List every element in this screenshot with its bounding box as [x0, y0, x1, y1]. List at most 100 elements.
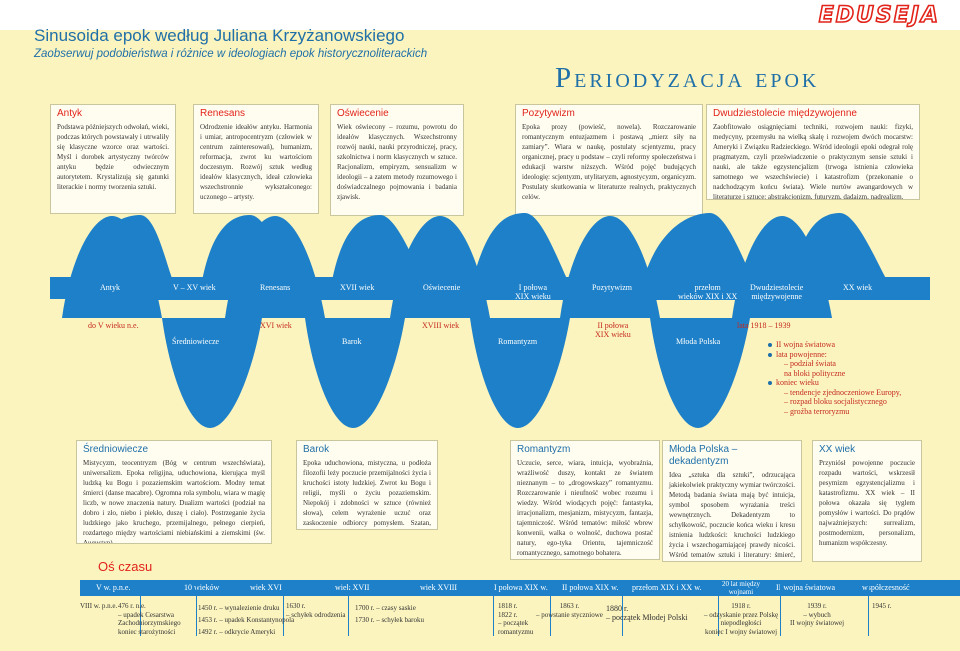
box-barok: Barok Epoka uduchowiona, mistyczna, u po…: [296, 440, 438, 530]
event-line: 1700 r. – czasy saskie: [355, 604, 416, 612]
postwar-item: – podział świata: [784, 359, 836, 368]
big-title: Periodyzacja epok: [555, 62, 820, 94]
box-mloda-polska-text: Idea „sztuka dla sztuki”, odrzucająca ja…: [669, 471, 795, 559]
timeline-label: I połowa XIX w.: [494, 583, 548, 592]
event-line: romantyzmu: [498, 627, 534, 636]
postwar-item-text: groźba terroryzmu: [790, 406, 850, 416]
event-line: 1453 r. – upadek Konstantynopola: [198, 616, 295, 624]
postwar-item: II wojna światowa: [768, 340, 901, 350]
timeline-title: Oś czasu: [98, 559, 153, 574]
crest-pozytywizm: Pozytywizm: [592, 283, 632, 292]
box-romantyzm-text: Uczucie, serce, wiara, intuicja, wyobraź…: [517, 459, 653, 557]
timeline-label: współczesność: [862, 583, 910, 592]
postwar-item: lata powojenne:: [768, 350, 901, 360]
lobe-renesans: [225, 216, 325, 318]
box-oswiecenie: Oświecenie Wiek oświecony – rozumu, powr…: [330, 104, 464, 216]
event: 1450 r. – wynalezienie druku 1453 r. – u…: [198, 602, 294, 638]
event-line: – powstanie styczniowe: [536, 610, 603, 619]
box-renesans-text: Odrodzenie ideałów antyku. Harmonia i um…: [200, 123, 312, 201]
box-dwudziestolecie-text: Zaobfitowało osiągnięciami techniki, roz…: [713, 123, 913, 200]
box-oswiecenie-text: Wiek oświecony – rozumu, powrotu do idea…: [337, 123, 457, 201]
date-ii-polowa: II połowa XIX wieku: [595, 321, 631, 339]
date-ii-polowa-line2: XIX wieku: [595, 330, 631, 339]
event: 1700 r. – czasy saskie 1730 r. – schyłek…: [355, 602, 424, 626]
box-dwudziestolecie: Dwudziestolecie międzywojenne Zaobfitowa…: [706, 104, 920, 200]
postwar-list: II wojna światowa lata powojenne: – podz…: [768, 340, 901, 416]
event-line: 1822 r.: [498, 610, 518, 619]
timeline-label: 20 lat między wojnami: [717, 580, 765, 596]
event: 1880 r. – początek Młodej Polski: [606, 604, 688, 622]
date-i-polowa-line1: I połowa: [518, 283, 547, 292]
event-line: – wybuch: [803, 610, 831, 619]
event-line: Zachodniorzymskiego: [118, 619, 181, 627]
event: 1945 r.: [872, 602, 892, 610]
event: 476 r. n.e. – upadek Cesarstwa Zachodnio…: [118, 602, 181, 636]
postwar-item-text: tendencje zjednoczeniowe Europy,: [790, 387, 902, 397]
postwar-item: – groźba terroryzmu: [784, 406, 850, 416]
event: 1818 r. 1822 r. – początek romantyzmu: [498, 602, 533, 636]
timeline-tick: [550, 584, 551, 636]
box-dwudziestolecie-title: Dwudziestolecie międzywojenne: [713, 108, 857, 119]
header: [0, 30, 960, 100]
timeline-label: 10 wieków: [184, 583, 220, 592]
event-line: 476 r. n.e.: [118, 602, 146, 610]
box-oswiecenie-title: Oświecenie: [337, 108, 389, 119]
event: 1630 r. – schyłek odrodzenia: [286, 602, 345, 619]
box-pozytywizm: Pozytywizm Epoka prozy (powieść, nowela)…: [515, 104, 703, 216]
event-line: – schyłek odrodzenia: [286, 610, 346, 619]
date-ii-polowa-line1: II połowa: [597, 321, 629, 330]
lobe-barok: [305, 318, 405, 428]
date-v-xv: V – XV wiek: [173, 283, 216, 292]
timeline-tick: [348, 584, 349, 636]
event-line: niepodległości: [720, 619, 762, 627]
trough-romantyzm: Romantyzm: [498, 337, 538, 346]
date-do-v: do V wieku n.e.: [88, 321, 139, 330]
lobe-mloda-polska: [650, 318, 750, 428]
box-barok-title: Barok: [303, 444, 330, 455]
trough-sredniowiecze: Średniowiecze: [172, 337, 220, 346]
wave-baseline-band: [50, 277, 930, 299]
event-line: 1630 r.: [286, 602, 306, 610]
box-romantyzm-title: Romantyzm: [517, 444, 571, 455]
box-xx-wiek: XX wiek Przyniósł powojenne poczucie roz…: [812, 440, 922, 562]
box-mloda-polska: Młoda Polska – dekadentyzm Idea „sztuka …: [662, 440, 802, 562]
box-xx-wiek-title: XX wiek: [819, 444, 856, 455]
event-line: 1918 r.: [731, 602, 751, 610]
timeline-tick: [493, 584, 494, 636]
timeline-tick: [718, 584, 719, 636]
event-line: 1880 r.: [606, 604, 629, 613]
event-line: 1939 r.: [807, 602, 827, 610]
date-xx: XX wiek: [843, 283, 873, 292]
logo: EDUSEJA: [0, 0, 960, 30]
lobe-antyk: [62, 216, 162, 318]
event-line: II wojny światowej: [790, 619, 845, 627]
timeline-tick: [140, 584, 141, 636]
box-pozytywizm-text: Epoka prozy (powieść, nowela). Rozczarow…: [522, 123, 696, 201]
timeline-tick: [780, 584, 781, 636]
timeline-tick: [196, 584, 197, 636]
crest-dwudziestolecie-line1: Dwudziestolecie: [750, 283, 804, 292]
postwar-item-text: rozpad bloku socjalistycznego: [790, 397, 887, 406]
crest-antyk: Antyk: [100, 283, 120, 292]
event: 1939 r. – wybuch II wojny światowej: [790, 602, 844, 628]
event-line: 1818 r.: [498, 602, 518, 610]
page-title: Sinusoida epok według Juliana Krzyżanows…: [34, 26, 405, 45]
event-line: koniec starożytności: [118, 627, 176, 636]
lobe-dwudziestolecie: [732, 216, 832, 318]
timeline-label: V w. p.n.e.: [96, 583, 131, 592]
box-antyk-text: Podstawa późniejszych odwołań, wieki, po…: [57, 123, 169, 191]
box-mloda-polska-title: Młoda Polska – dekadentyzm: [669, 444, 738, 467]
date-przelom: przełom wieków XIX i XX: [678, 283, 737, 301]
crest-dwudziestolecie-line2: międzywojenne: [751, 292, 802, 301]
event-line: koniec I wojny światowej: [704, 627, 778, 636]
box-pozytywizm-title: Pozytywizm: [522, 108, 575, 119]
event-line: 1730 r. – schyłek baroku: [355, 616, 425, 624]
timeline-label: II połowa XIX w.: [562, 583, 619, 592]
event: 1918 r. – odzyskanie przez Polskę niepod…: [704, 602, 778, 636]
postwar-item: koniec wieku: [768, 378, 901, 388]
box-sredniowiecze: Średniowiecze Mistycyzm, teocentryzm (Bó…: [76, 440, 272, 544]
page-subtitle: Zaobserwuj podobieństwa i różnice w ideo…: [34, 48, 428, 60]
crest-dwudziestolecie: Dwudziestolecie międzywojenne: [750, 283, 803, 301]
lobe-romantyzm: [470, 318, 570, 428]
